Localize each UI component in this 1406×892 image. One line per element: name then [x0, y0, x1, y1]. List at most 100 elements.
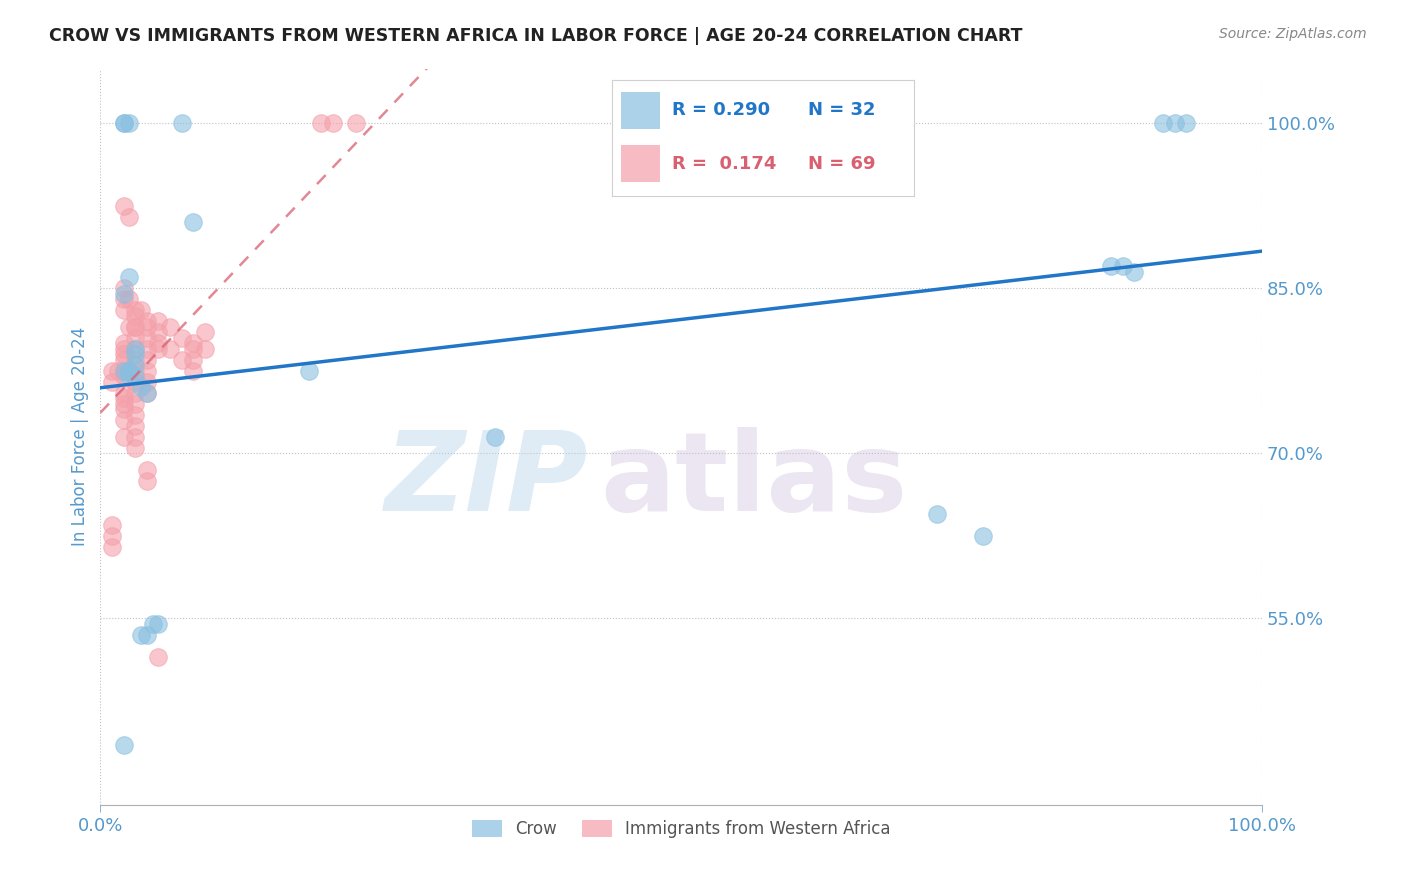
Point	[124, 352, 146, 367]
Text: Source: ZipAtlas.com: Source: ZipAtlas.com	[1219, 27, 1367, 41]
Point	[112, 397, 135, 411]
Point	[124, 303, 146, 318]
Point	[124, 430, 146, 444]
Point	[124, 375, 146, 389]
Point	[135, 314, 157, 328]
Point	[112, 392, 135, 406]
Point	[181, 352, 204, 367]
Point	[148, 342, 170, 356]
Point	[101, 364, 124, 378]
Point	[194, 342, 217, 356]
Point	[135, 364, 157, 378]
Point	[1175, 116, 1198, 130]
Bar	[620, 145, 659, 182]
Point	[148, 336, 170, 351]
Point	[112, 369, 135, 384]
Point	[124, 319, 146, 334]
Point	[124, 319, 146, 334]
Point	[118, 116, 141, 130]
Point	[124, 408, 146, 422]
Point	[118, 319, 141, 334]
Point	[101, 375, 124, 389]
Point	[112, 293, 135, 307]
Point	[124, 331, 146, 345]
Point	[148, 649, 170, 664]
Point	[112, 303, 135, 318]
Point	[1152, 116, 1174, 130]
Point	[129, 380, 152, 394]
Point	[124, 364, 146, 378]
Point	[972, 529, 994, 543]
Point	[142, 616, 165, 631]
Point	[148, 314, 170, 328]
Point	[112, 199, 135, 213]
Text: N = 69: N = 69	[808, 155, 876, 173]
Point	[112, 336, 135, 351]
Point	[181, 336, 204, 351]
Point	[112, 116, 135, 130]
Point	[112, 430, 135, 444]
Point	[181, 342, 204, 356]
Point	[484, 430, 506, 444]
Legend: Crow, Immigrants from Western Africa: Crow, Immigrants from Western Africa	[465, 813, 897, 845]
Text: ZIP: ZIP	[385, 427, 588, 534]
Point	[135, 375, 157, 389]
Point	[1164, 116, 1187, 130]
Point	[135, 463, 157, 477]
Point	[112, 347, 135, 361]
Point	[159, 342, 181, 356]
Point	[101, 529, 124, 543]
Point	[112, 402, 135, 417]
Point	[148, 616, 170, 631]
Point	[148, 326, 170, 340]
Text: R = 0.290: R = 0.290	[672, 102, 770, 120]
Point	[170, 352, 193, 367]
Point	[112, 413, 135, 427]
Point	[118, 210, 141, 224]
Point	[101, 517, 124, 532]
Point	[129, 303, 152, 318]
Point	[170, 331, 193, 345]
Point	[118, 293, 141, 307]
Point	[124, 342, 146, 356]
Point	[129, 627, 152, 641]
Point	[344, 116, 367, 130]
Point	[194, 326, 217, 340]
Bar	[620, 92, 659, 129]
Point	[135, 319, 157, 334]
Point	[124, 369, 146, 384]
Point	[112, 286, 135, 301]
Point	[112, 364, 135, 378]
Point	[124, 359, 146, 373]
Point	[181, 364, 204, 378]
Point	[135, 385, 157, 400]
Point	[124, 309, 146, 323]
Text: CROW VS IMMIGRANTS FROM WESTERN AFRICA IN LABOR FORCE | AGE 20-24 CORRELATION CH: CROW VS IMMIGRANTS FROM WESTERN AFRICA I…	[49, 27, 1022, 45]
Point	[112, 385, 135, 400]
Point	[124, 441, 146, 455]
Y-axis label: In Labor Force | Age 20-24: In Labor Force | Age 20-24	[72, 327, 89, 547]
Point	[112, 342, 135, 356]
Point	[135, 385, 157, 400]
Point	[135, 627, 157, 641]
Point	[298, 364, 321, 378]
Text: atlas: atlas	[600, 427, 907, 534]
Point	[322, 116, 344, 130]
Point	[925, 507, 948, 521]
Text: R =  0.174: R = 0.174	[672, 155, 776, 173]
Point	[101, 540, 124, 554]
Point	[159, 319, 181, 334]
Point	[112, 352, 135, 367]
Point	[124, 397, 146, 411]
Point	[124, 342, 146, 356]
Point	[1123, 265, 1146, 279]
Point	[112, 364, 135, 378]
Point	[118, 270, 141, 285]
Point	[112, 281, 135, 295]
Point	[170, 116, 193, 130]
Point	[1111, 260, 1133, 274]
Point	[107, 364, 129, 378]
Point	[135, 352, 157, 367]
Point	[118, 364, 141, 378]
Point	[124, 418, 146, 433]
